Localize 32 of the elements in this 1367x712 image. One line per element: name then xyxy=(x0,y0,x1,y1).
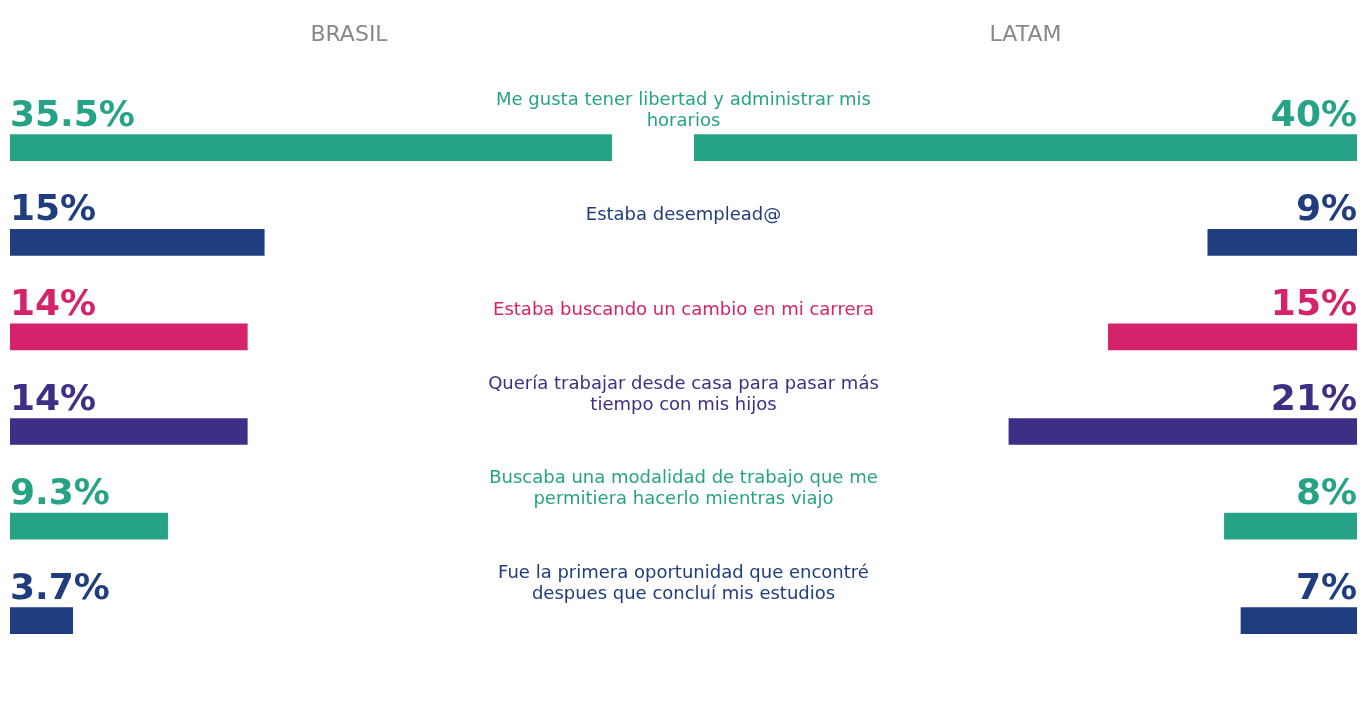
bar xyxy=(1240,607,1357,635)
y-tick-label: Me gusta tener libertad y administrar mis horarios xyxy=(496,87,871,130)
data-label: 14% xyxy=(10,376,97,418)
data-label: 8% xyxy=(1295,471,1357,513)
bar xyxy=(10,418,248,445)
bar xyxy=(10,134,613,162)
data-label: 35.5% xyxy=(10,92,135,134)
data-label: 14% xyxy=(10,281,97,323)
bar xyxy=(10,607,74,635)
bar xyxy=(1008,418,1357,445)
bar xyxy=(1224,512,1357,540)
data-label: 9.3% xyxy=(10,471,110,513)
bar xyxy=(10,228,265,256)
bar xyxy=(10,512,168,540)
data-label: 3.7% xyxy=(10,565,110,607)
data-label: 15% xyxy=(1270,281,1357,323)
chart-title: LATAM xyxy=(989,20,1062,46)
y-tick-label: Buscaba una modalidad de trabajo que me permitiera hacerlo mientras viajo xyxy=(489,466,878,509)
data-label: 15% xyxy=(10,187,97,229)
bar xyxy=(10,323,248,351)
data-label: 9% xyxy=(1295,187,1357,229)
data-label: 21% xyxy=(1270,376,1357,418)
bar xyxy=(1108,323,1357,351)
y-tick-label: Fue la primera oportunidad que encontré despues que concluí mis estudios xyxy=(498,560,869,603)
chart-title: BRASIL xyxy=(310,20,389,46)
bar xyxy=(694,134,1357,162)
bar xyxy=(1207,228,1357,256)
y-tick-label: Quería trabajar desde casa para pasar más tiempo con mis hijos xyxy=(488,371,879,414)
y-tick-label: Estaba desemplead@ xyxy=(585,203,782,225)
data-label: 7% xyxy=(1295,565,1357,607)
y-tick-label: Estaba buscando un cambio en mi carrera xyxy=(493,297,874,319)
data-label: 40% xyxy=(1270,92,1357,134)
